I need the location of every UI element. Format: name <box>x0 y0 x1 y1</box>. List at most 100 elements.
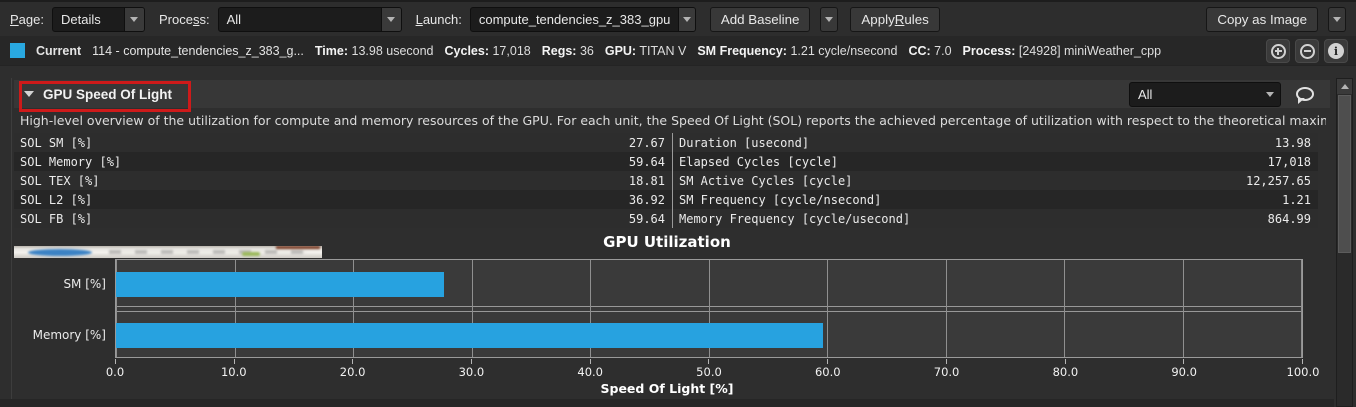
table-row: SOL TEX [%] 18.81 <box>14 171 672 190</box>
metric-value: 1.21 <box>1282 192 1311 207</box>
chevron-down-icon <box>1266 91 1274 97</box>
table-row: SM Frequency [cycle/nsecond] 1.21 <box>673 190 1318 209</box>
chevron-down-icon <box>387 16 396 22</box>
chevron-down-icon <box>130 16 139 22</box>
page-dropdown-value: Details <box>60 11 101 27</box>
chevron-down-icon <box>683 16 692 22</box>
metric-name: SOL L2 [%] <box>20 192 93 207</box>
glitch-blue-blob <box>28 249 92 256</box>
comment-button[interactable] <box>1290 82 1320 106</box>
process-dropdown[interactable]: All <box>217 6 402 32</box>
current-label: Current <box>36 43 82 58</box>
glitch-brown-line <box>276 246 320 249</box>
current-kernel-row: Current 114 - compute_tendencies_z_383_g… <box>0 36 1356 66</box>
launch-dropdown[interactable]: compute_tendencies_z_383_gpu <box>469 6 696 32</box>
add-baseline-button[interactable]: Add Baseline <box>709 6 811 32</box>
gpu-sol-section-header[interactable]: GPU Speed Of Light All <box>14 80 1330 108</box>
kernel-metric: CC: 7.0 <box>908 43 952 58</box>
copy-as-image-menu-button[interactable] <box>1328 6 1346 32</box>
metric-name: SOL Memory [%] <box>20 154 122 169</box>
launch-dropdown-value: compute_tendencies_z_383_gpu <box>478 11 671 27</box>
sol-table-right: Duration [usecond] 13.98 Elapsed Cycles … <box>672 133 1318 228</box>
chart-plot-area <box>115 259 1303 358</box>
metric-name: SOL TEX [%] <box>20 173 100 188</box>
kernel-metric: Process: [24928] miniWeather_cpp <box>962 43 1162 58</box>
kernel-metric: SM Frequency: 1.21 cycle/nsecond <box>697 43 898 58</box>
kernel-metric: GPU: TITAN V <box>604 43 687 58</box>
page-dropdown-arrow[interactable] <box>123 7 144 31</box>
kernel-metric: Time: 13.98 usecond <box>314 43 434 58</box>
current-color-swatch <box>10 43 25 58</box>
metric-name: Memory Frequency [cycle/usecond] <box>679 211 911 226</box>
table-row: SOL Memory [%] 59.64 <box>14 152 672 171</box>
current-kernel-name: 114 - compute_tendencies_z_383_g... <box>92 43 304 58</box>
metric-name: SOL SM [%] <box>20 135 93 150</box>
xtick-marks <box>115 359 1303 364</box>
section-filter-dropdown[interactable]: All <box>1129 81 1281 107</box>
glitch-smudge <box>109 250 306 254</box>
collapse-triangle-icon[interactable] <box>24 91 34 97</box>
metric-value: 36.92 <box>628 192 665 207</box>
circle-minus-icon <box>1299 43 1315 59</box>
comment-bubble-icon <box>1296 87 1314 104</box>
metric-name: SM Active Cycles [cycle] <box>679 173 853 188</box>
page-label: Page: <box>10 11 44 27</box>
process-label: Process: <box>158 11 210 27</box>
metric-value: 59.64 <box>628 211 665 226</box>
sm-utilization-bar <box>116 272 445 297</box>
main-toolbar: Page: Details Process: All Launch: compu… <box>0 0 1356 36</box>
metric-value: 864.99 <box>1267 211 1311 226</box>
render-glitch-artifact <box>14 246 322 258</box>
bottom-strip <box>0 399 1334 407</box>
chevron-down-icon <box>825 16 834 22</box>
metric-name: SOL FB [%] <box>20 211 93 226</box>
section-description: High-level overview of the utilization f… <box>20 113 1326 128</box>
section-filter-arrow[interactable] <box>1260 83 1280 106</box>
sol-table-left: SOL SM [%] 27.67 SOL Memory [%] 59.64 SO… <box>14 133 672 228</box>
chevron-down-icon <box>1333 16 1341 22</box>
metric-value: 13.98 <box>1274 135 1311 150</box>
process-dropdown-value: All <box>226 11 242 27</box>
table-row: SOL L2 [%] 36.92 <box>14 190 672 209</box>
vertical-scrollbar[interactable] <box>1336 78 1353 407</box>
sol-metric-tables: SOL SM [%] 27.67 SOL Memory [%] 59.64 SO… <box>14 133 1318 228</box>
process-dropdown-arrow[interactable] <box>380 7 401 31</box>
add-baseline-menu-button[interactable] <box>820 6 839 32</box>
chart-title: GPU Utilization <box>603 233 731 251</box>
kernel-metric: Regs: 36 <box>541 43 594 58</box>
metric-name: Duration [usecond] <box>679 135 810 150</box>
page-dropdown[interactable]: Details <box>51 6 145 32</box>
metric-value: 59.64 <box>628 154 665 169</box>
ytick-label-memory: Memory [%] <box>32 328 106 342</box>
row-actions: i <box>1266 39 1348 63</box>
metric-value: 17,018 <box>1267 154 1311 169</box>
table-row: Memory Frequency [cycle/usecond] 864.99 <box>673 209 1318 228</box>
table-row: SOL FB [%] 59.64 <box>14 209 672 228</box>
memory-utilization-bar <box>116 323 824 348</box>
section-filter-value: All <box>1138 86 1153 102</box>
metric-name: SM Frequency [cycle/nsecond] <box>679 192 882 207</box>
info-button[interactable]: i <box>1324 39 1348 63</box>
chart-gridlines <box>116 260 1302 357</box>
launch-label: Launch: <box>415 11 462 27</box>
kernel-metric: Cycles: 17,018 <box>444 43 531 58</box>
metric-value: 18.81 <box>628 173 665 188</box>
metric-value: 27.67 <box>628 135 665 150</box>
ytick-label-sm: SM [%] <box>63 277 106 291</box>
scrollbar-thumb[interactable] <box>1338 95 1351 253</box>
copy-as-image-button[interactable]: Copy as Image <box>1206 6 1318 32</box>
xaxis-label: Speed Of Light [%] <box>600 381 734 396</box>
section-title: GPU Speed Of Light <box>43 86 173 102</box>
info-icon: i <box>1328 43 1344 59</box>
table-row: Elapsed Cycles [cycle] 17,018 <box>673 152 1318 171</box>
font-decrease-button[interactable] <box>1295 39 1319 63</box>
current-metrics: Time: 13.98 usecond Cycles: 17,018 Regs:… <box>315 44 1161 58</box>
section-indent-guide <box>11 78 12 407</box>
metric-name: Elapsed Cycles [cycle] <box>679 154 838 169</box>
glitch-green-blob <box>242 252 260 256</box>
launch-dropdown-arrow[interactable] <box>678 7 695 31</box>
font-increase-button[interactable] <box>1266 39 1290 63</box>
scrollbar-up-button[interactable] <box>1337 79 1352 94</box>
table-row: SM Active Cycles [cycle] 12,257.65 <box>673 171 1318 190</box>
